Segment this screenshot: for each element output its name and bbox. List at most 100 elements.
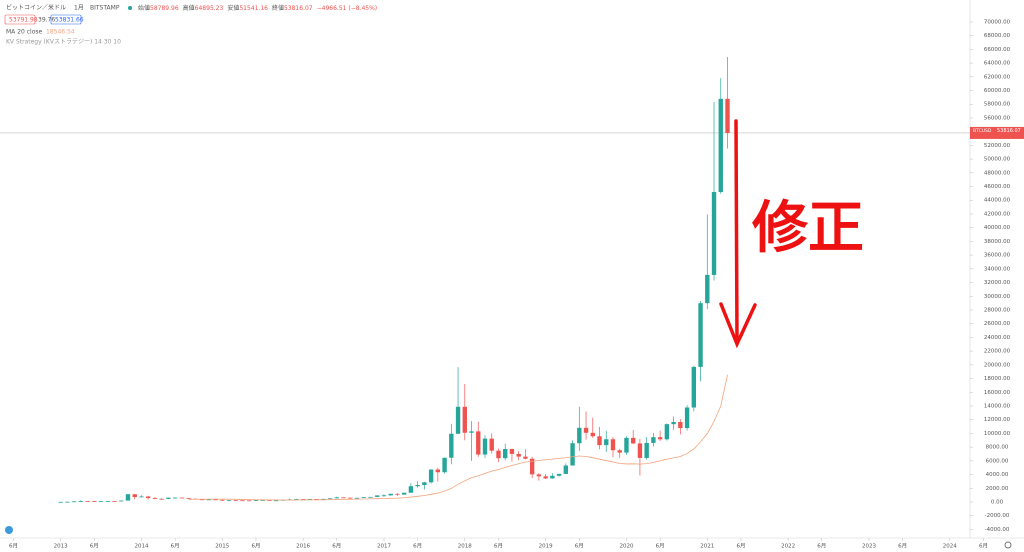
y-tick-label: 10000.00 bbox=[984, 431, 1011, 437]
candle-body bbox=[139, 496, 144, 498]
spread: 39.76 bbox=[38, 17, 55, 24]
candle-body bbox=[354, 497, 360, 499]
y-tick-label: 30000.00 bbox=[984, 294, 1011, 300]
x-tick-label: 2013 bbox=[54, 544, 68, 550]
candle-body bbox=[476, 431, 481, 455]
y-tick-label: 70000.00 bbox=[984, 19, 1011, 25]
candle-body bbox=[718, 98, 723, 193]
y-tick-label: 46000.00 bbox=[984, 184, 1011, 190]
candle-body bbox=[98, 501, 104, 503]
indicator-name: MA 20 close bbox=[6, 29, 42, 36]
candle-body bbox=[516, 453, 521, 457]
ohlc-label: 始値 bbox=[138, 4, 150, 12]
symbol-title: ビットコイン／米ドル bbox=[6, 4, 66, 12]
exchange: BITSTAMP bbox=[90, 5, 120, 12]
candle-body bbox=[253, 500, 259, 501]
y-tick-label: -2000.00 bbox=[985, 513, 1010, 519]
candle-body bbox=[260, 500, 265, 501]
ask-box bbox=[50, 14, 82, 25]
x-tick-label: 6月 bbox=[9, 543, 18, 550]
settings-icon[interactable] bbox=[1004, 541, 1012, 549]
candle-body bbox=[240, 500, 245, 502]
candle-body bbox=[637, 443, 643, 458]
strategy-label: KV Strategy (KVストラテジー) 14 30 10 bbox=[6, 39, 121, 46]
ohlc-label: 安値 bbox=[227, 4, 239, 12]
y-tick-label: 64000.00 bbox=[984, 61, 1011, 67]
x-tick-label: 6月 bbox=[656, 543, 665, 550]
candle-body bbox=[435, 469, 441, 473]
candle-body bbox=[570, 443, 575, 466]
candle-body bbox=[314, 499, 319, 500]
ohlc-label: 終値 bbox=[272, 4, 284, 12]
candle-body bbox=[179, 497, 185, 499]
candle-body bbox=[684, 407, 690, 429]
candle-body bbox=[543, 476, 548, 479]
y-tick-label: 44000.00 bbox=[984, 198, 1011, 204]
candle-body bbox=[489, 438, 494, 451]
candle-body bbox=[503, 448, 508, 459]
candle-body bbox=[711, 192, 717, 275]
x-tick-label: 2024 bbox=[943, 544, 957, 550]
x-tick-label: 6月 bbox=[494, 543, 503, 550]
candle-body bbox=[213, 499, 218, 501]
y-tick-label: 4000.00 bbox=[986, 472, 1009, 478]
candle-body bbox=[691, 366, 697, 408]
candle-body bbox=[631, 437, 636, 444]
candle-body bbox=[401, 492, 407, 495]
candle-body bbox=[415, 484, 420, 487]
bid-box bbox=[4, 14, 36, 25]
change: −4966.51 (−8.45%) bbox=[317, 5, 378, 12]
price-tag-symbol: BTCUSD bbox=[973, 128, 992, 134]
x-tick-label: 6月 bbox=[898, 543, 907, 550]
x-tick-label: 2022 bbox=[781, 544, 795, 550]
candle-body bbox=[671, 422, 676, 425]
candle-body bbox=[523, 456, 528, 459]
candle-body bbox=[509, 448, 515, 454]
candle-body bbox=[159, 498, 164, 500]
y-tick-label: 32000.00 bbox=[984, 280, 1011, 286]
ohlc-readout: 始値58789.96 高値64895.23 安値51541.16 終値53816.07… bbox=[138, 4, 377, 12]
y-tick-label: -4000.00 bbox=[985, 527, 1010, 533]
x-tick-label: 6月 bbox=[171, 543, 180, 550]
candle-body bbox=[408, 486, 414, 493]
candle-body bbox=[455, 406, 461, 434]
candle-body bbox=[395, 493, 400, 495]
candle-body bbox=[651, 437, 656, 443]
y-tick-label: 42000.00 bbox=[984, 211, 1011, 217]
candle-body bbox=[267, 500, 272, 501]
candle-body bbox=[725, 98, 730, 133]
x-tick-label: 6月 bbox=[736, 543, 745, 550]
ma-line bbox=[188, 374, 728, 501]
axes: -4000.00 -2000.00 0.00 2000.00 4000.00 6000.0… bbox=[9, 19, 1011, 549]
x-tick-label: 2014 bbox=[134, 544, 148, 550]
y-tick-label: 12000.00 bbox=[984, 417, 1011, 423]
candle-body bbox=[300, 499, 306, 500]
candle-body bbox=[604, 439, 609, 446]
ohlc-value: 64895.23 bbox=[195, 5, 224, 12]
y-tick-label: 62000.00 bbox=[984, 74, 1011, 80]
candle-body bbox=[125, 494, 131, 501]
candle-body bbox=[449, 433, 454, 458]
candle-body bbox=[381, 495, 387, 497]
candle-body bbox=[78, 501, 84, 502]
candle-body bbox=[58, 501, 63, 503]
y-tick-label: 68000.00 bbox=[984, 33, 1011, 39]
candle-body bbox=[442, 457, 447, 473]
candle-body bbox=[233, 500, 238, 502]
x-tick-label: 2016 bbox=[296, 544, 310, 550]
ohlc-label: 高値 bbox=[183, 4, 195, 12]
candle-body bbox=[536, 474, 542, 477]
candle-body bbox=[657, 437, 663, 440]
y-tick-label: 8000.00 bbox=[986, 445, 1009, 451]
candle-body bbox=[678, 422, 683, 429]
candle-body bbox=[186, 497, 191, 499]
candle-body bbox=[388, 493, 393, 496]
x-tick-label: 2017 bbox=[377, 544, 391, 550]
candle-body bbox=[65, 501, 70, 503]
x-tick-label: 2023 bbox=[862, 544, 876, 550]
y-tick-label: 60000.00 bbox=[984, 88, 1011, 94]
y-tick-label: 34000.00 bbox=[984, 266, 1011, 272]
y-tick-label: 24000.00 bbox=[984, 335, 1011, 341]
ohlc-value: 53816.07 bbox=[284, 5, 313, 12]
candle-body bbox=[85, 501, 90, 502]
